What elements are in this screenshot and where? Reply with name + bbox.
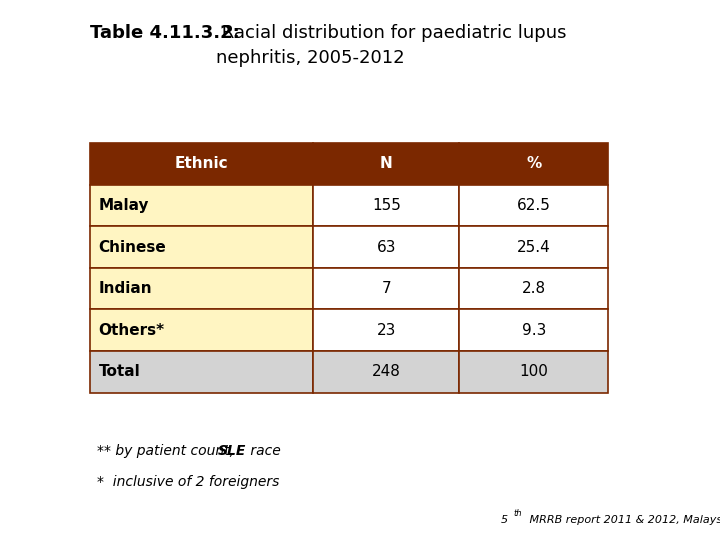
Bar <box>313 226 459 268</box>
Text: *  inclusive of 2 foreigners: * inclusive of 2 foreigners <box>97 475 279 489</box>
Text: Others*: Others* <box>99 323 165 338</box>
Text: Chinese: Chinese <box>99 240 166 254</box>
Text: Total: Total <box>99 364 140 379</box>
Text: 23: 23 <box>377 323 396 338</box>
Bar <box>459 351 608 393</box>
Bar <box>90 185 313 226</box>
Text: th: th <box>513 509 522 518</box>
Bar <box>313 268 459 309</box>
Text: 63: 63 <box>377 240 396 254</box>
Bar <box>90 268 313 309</box>
Text: Indian: Indian <box>99 281 152 296</box>
Text: Ethnic: Ethnic <box>175 157 228 171</box>
Bar <box>90 143 313 185</box>
Text: 5: 5 <box>500 515 508 525</box>
Bar <box>313 185 459 226</box>
Text: 62.5: 62.5 <box>517 198 551 213</box>
Text: ** by patient count,: ** by patient count, <box>97 444 238 458</box>
Text: Table 4.11.3.2:: Table 4.11.3.2: <box>90 24 240 42</box>
Bar <box>313 351 459 393</box>
Bar <box>90 351 313 393</box>
Text: nephritis, 2005-2012: nephritis, 2005-2012 <box>216 49 405 66</box>
Text: 9.3: 9.3 <box>522 323 546 338</box>
Text: 100: 100 <box>519 364 549 379</box>
Text: SLE: SLE <box>218 444 246 458</box>
Text: 2.8: 2.8 <box>522 281 546 296</box>
Text: MRRB report 2011 & 2012, Malays: MRRB report 2011 & 2012, Malays <box>526 515 720 525</box>
Bar <box>459 309 608 351</box>
Text: 248: 248 <box>372 364 401 379</box>
Text: N: N <box>380 157 392 171</box>
Text: 25.4: 25.4 <box>517 240 551 254</box>
Text: race: race <box>246 444 280 458</box>
Text: 7: 7 <box>382 281 391 296</box>
Text: Racial distribution for paediatric lupus: Racial distribution for paediatric lupus <box>216 24 567 42</box>
Bar <box>459 185 608 226</box>
Bar <box>313 309 459 351</box>
Bar <box>90 226 313 268</box>
Bar <box>459 226 608 268</box>
Text: 155: 155 <box>372 198 401 213</box>
Bar <box>459 143 608 185</box>
Bar <box>459 268 608 309</box>
Text: Malay: Malay <box>99 198 149 213</box>
Bar <box>313 143 459 185</box>
Text: %: % <box>526 157 541 171</box>
Bar <box>90 309 313 351</box>
